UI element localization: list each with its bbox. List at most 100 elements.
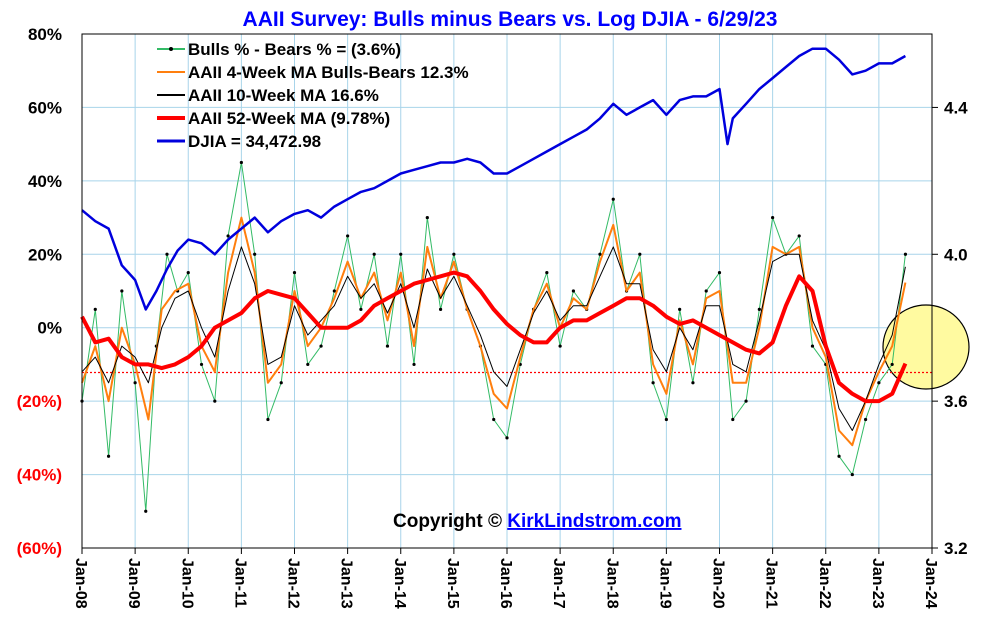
legend-entry: AAII 4-Week MA Bulls-Bears 12.3%	[188, 63, 469, 82]
y-right-tick-label: 3.6	[944, 392, 968, 411]
series-point	[372, 252, 376, 256]
series-point	[611, 197, 615, 201]
series-point	[106, 454, 111, 458]
series-point	[165, 252, 169, 256]
series-point	[877, 381, 881, 385]
series-point	[545, 271, 549, 275]
series-point	[492, 417, 496, 422]
series-layer	[80, 47, 932, 513]
x-tick-label: Jan-09	[125, 558, 142, 609]
series-point	[797, 234, 801, 238]
series-line-3	[80, 270, 908, 404]
series-point	[704, 289, 708, 293]
series-point	[133, 381, 137, 385]
x-tick-label: Jan-18	[603, 558, 620, 609]
series-point	[199, 362, 204, 367]
x-tick-label: Jan-08	[72, 558, 89, 609]
series-point	[771, 215, 775, 220]
series-point	[385, 344, 390, 348]
copyright-notice: Copyright © KirkLindstrom.com	[393, 511, 681, 532]
x-tick-label: Jan-11	[231, 558, 248, 608]
series-point	[332, 289, 336, 293]
y-left-tick-label: (60%)	[17, 539, 62, 558]
y-right-tick-label: 3.2	[944, 539, 968, 558]
y-left-tick-label: 20%	[28, 245, 62, 264]
series-point	[731, 417, 735, 422]
series-point	[757, 307, 761, 311]
series-point	[558, 344, 562, 348]
series-point	[346, 234, 350, 238]
y-left-tick-label: 60%	[28, 98, 62, 117]
y-left-tick-label: (20%)	[17, 392, 62, 411]
x-tick-label: Jan-21	[763, 558, 780, 609]
copyright-prefix: Copyright ©	[393, 511, 507, 532]
x-tick-label: Jan-12	[285, 558, 302, 609]
series-point	[890, 362, 894, 367]
legend-entry: AAII 52-Week MA (9.78%)	[188, 109, 390, 128]
series-point	[399, 252, 403, 256]
y-right-tick-label: 4.4	[944, 98, 968, 117]
series-line-2	[81, 246, 906, 431]
series-point	[93, 307, 97, 311]
x-tick-label: Jan-17	[550, 558, 567, 609]
legend-entry: DJIA = 34,472.98	[188, 132, 321, 151]
series-point	[359, 307, 363, 311]
series-line-1	[81, 216, 907, 447]
series-point	[120, 289, 124, 293]
series-point	[213, 399, 217, 403]
y-left-tick-label: (40%)	[17, 466, 62, 485]
series-point	[664, 417, 668, 422]
series-point	[144, 509, 148, 513]
x-tick-label: Jan-23	[869, 558, 886, 609]
y-left-tick-label: 80%	[28, 25, 62, 44]
series-point	[226, 234, 230, 238]
y-left-tick-label: 40%	[28, 172, 62, 191]
series-point	[505, 436, 509, 440]
series-point	[571, 289, 576, 293]
series-line-0	[81, 162, 906, 512]
series-point	[651, 381, 655, 385]
series-point	[438, 307, 443, 311]
series-line-4	[81, 47, 907, 311]
series-point	[253, 252, 257, 256]
series-point	[837, 454, 841, 458]
x-tick-label: Jan-16	[497, 558, 514, 609]
x-tick-label: Jan-20	[710, 558, 727, 609]
series-point	[691, 381, 695, 385]
series-point	[412, 362, 416, 367]
x-tick-label: Jan-15	[444, 558, 461, 609]
series-point	[810, 344, 815, 348]
copyright-link[interactable]: KirkLindstrom.com	[507, 511, 681, 532]
axis-labels: 80% 60% 40% 20% 0% (20%) (40%) (60%) 4.4 4.0 3.6 3.…	[17, 25, 969, 609]
chart-title: AAII Survey: Bulls minus Bears vs. Log D…	[243, 8, 778, 31]
legend: Bulls % - Bears % = (3.6%) AAII 4-Week MA…	[157, 40, 469, 151]
series-point	[452, 252, 456, 256]
legend-entry: AAII 10-Week MA 16.6%	[188, 86, 379, 105]
series-point	[638, 252, 642, 256]
series-point	[863, 417, 868, 422]
x-tick-label: Jan-10	[178, 558, 195, 609]
series-point	[319, 344, 323, 348]
series-point	[717, 271, 722, 275]
y-left-tick-label: 0%	[37, 319, 62, 338]
series-point	[266, 417, 270, 422]
y-right-tick-label: 4.0	[944, 245, 968, 264]
series-point	[239, 160, 243, 165]
series-point	[279, 381, 283, 385]
series-point	[425, 215, 429, 220]
x-tick-label: Jan-13	[338, 558, 355, 609]
legend-entry: Bulls % - Bears % = (3.6%)	[188, 40, 401, 59]
legend-marker	[169, 47, 173, 51]
series-point	[292, 271, 297, 275]
x-tick-label: Jan-22	[816, 558, 833, 609]
x-tick-label: Jan-14	[391, 558, 408, 609]
series-point	[744, 399, 748, 403]
x-tick-label: Jan-19	[656, 558, 673, 609]
series-point	[186, 271, 190, 275]
series-point	[678, 307, 682, 311]
series-point	[598, 252, 602, 256]
series-point	[306, 362, 310, 367]
x-tick-label: Jan-24	[922, 558, 939, 609]
series-point	[903, 252, 908, 256]
